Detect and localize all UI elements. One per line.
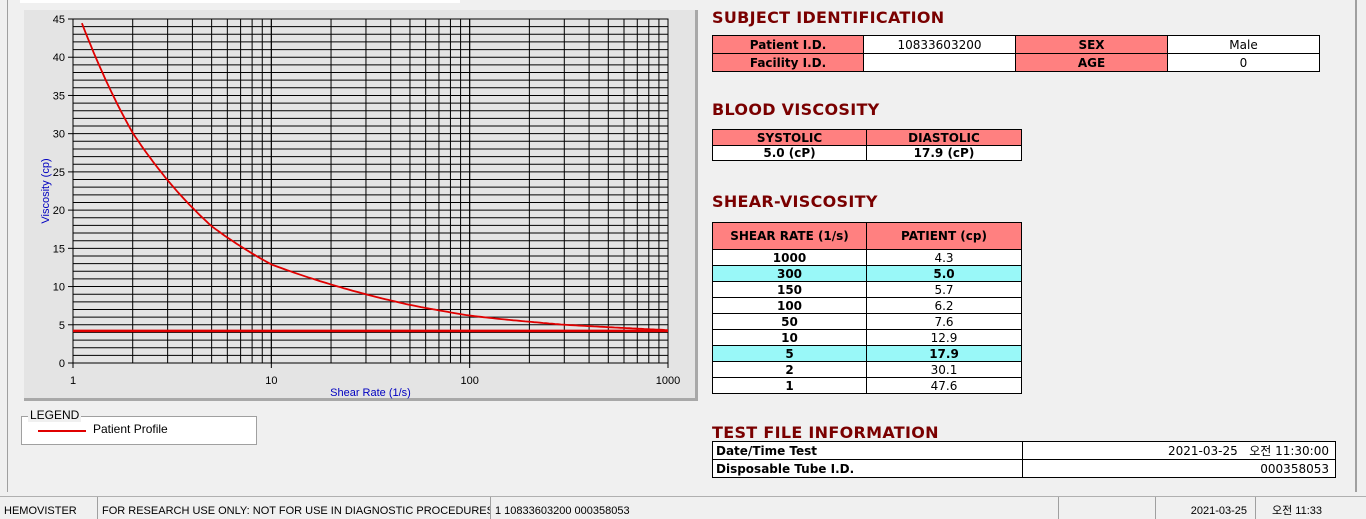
chart-panel: 0 5 10 15 20 25 30 35 40 45 1 10 100 1000 Shear Rate (… [24, 10, 698, 401]
legend-label: Patient Profile [93, 422, 168, 436]
shear-row: 100 6.2 [712, 297, 1022, 314]
patient-profile-series [81, 22, 669, 331]
top-strip [20, 0, 460, 3]
blood-viscosity-table: SYSTOLIC DIASTOLIC 5.0 (cP) 17.9 (cP) [712, 129, 1022, 161]
shear-row: 50 7.6 [712, 313, 1022, 330]
facility-id-value [863, 53, 1016, 72]
shear-rate-cell: 150 [712, 281, 867, 298]
status-bar: HEMOVISTER FOR RESEARCH USE ONLY: NOT FO… [0, 496, 1366, 519]
legend-swatch [38, 430, 86, 432]
shear-row: 1000 4.3 [712, 249, 1022, 266]
age-value: 0 [1167, 53, 1320, 72]
subject-title: SUBJECT IDENTIFICATION [712, 8, 945, 27]
shear-rate-cell: 100 [712, 297, 867, 314]
left-border [7, 0, 8, 492]
plot-frame [72, 18, 669, 364]
shear-row: 150 5.7 [712, 281, 1022, 298]
test-file-title: TEST FILE INFORMATION [712, 423, 939, 442]
shear-rate-cell: 1 [712, 377, 867, 394]
diastolic-value: 17.9 (cP) [866, 145, 1022, 161]
shear-rate-cell: 5 [712, 345, 867, 362]
y-tick-label: 5 [59, 320, 65, 332]
y-tick-label: 15 [53, 243, 65, 255]
patient-cell: 7.6 [866, 313, 1022, 330]
shear-row: 2 30.1 [712, 361, 1022, 378]
tube-id-label: Disposable Tube I.D. [712, 459, 1023, 478]
status-notice: FOR RESEARCH USE ONLY: NOT FOR USE IN DI… [97, 497, 490, 519]
y-tick-label: 20 [53, 205, 65, 217]
patient-id-label: Patient I.D. [712, 35, 864, 54]
shear-rate-cell: 1000 [712, 249, 867, 266]
status-app: HEMOVISTER [4, 505, 77, 517]
patient-cell: 12.9 [866, 329, 1022, 346]
right-border [1355, 0, 1357, 492]
date-time-label: Date/Time Test [712, 441, 1023, 460]
status-blank [1058, 497, 1155, 519]
y-tick-label: 10 [53, 282, 65, 294]
tube-id-value: 000358053 [1022, 459, 1336, 478]
patient-cell: 5.0 [866, 265, 1022, 282]
status-record: 1 10833603200 000358053 [490, 497, 1058, 519]
shear-row: 5 17.9 [712, 345, 1022, 362]
shear-viscosity-table: SHEAR RATE (1/s) PATIENT (cp) 1000 4.3 300 5… [712, 222, 1022, 394]
shear-viscosity-title: SHEAR-VISCOSITY [712, 192, 878, 211]
shear-row: 1 47.6 [712, 377, 1022, 394]
x-tick-label: 100 [460, 375, 478, 387]
subject-table: Patient I.D. 10833603200 SEX Male Facility … [712, 35, 1320, 72]
patient-cell: 17.9 [866, 345, 1022, 362]
systolic-label: SYSTOLIC [712, 129, 867, 146]
shear-rate-header: SHEAR RATE (1/s) [712, 222, 867, 250]
shear-rate-cell: 50 [712, 313, 867, 330]
patient-header: PATIENT (cp) [866, 222, 1022, 250]
patient-cell: 47.6 [866, 377, 1022, 394]
patient-cell: 5.7 [866, 281, 1022, 298]
patient-cell: 6.2 [866, 297, 1022, 314]
shear-rate-cell: 10 [712, 329, 867, 346]
test-file-table: Date/Time Test 2021-03-25 오전 11:30:00 Dis… [712, 441, 1336, 478]
blood-viscosity-title: BLOOD VISCOSITY [712, 100, 880, 119]
status-time: 오전 11:33 [1255, 497, 1366, 519]
viscosity-chart: 0 5 10 15 20 25 30 35 40 45 1 10 100 1000 Shear Rate (… [40, 14, 680, 399]
legend-title: LEGEND [28, 408, 82, 422]
patient-cell: 4.3 [866, 249, 1022, 266]
y-tick-label: 30 [53, 129, 65, 141]
age-label: AGE [1015, 53, 1168, 72]
y-tick-label: 40 [53, 52, 65, 64]
y-axis-label: Viscosity (cp) [40, 158, 52, 223]
x-axis-label: Shear Rate (1/s) [330, 387, 411, 399]
shear-row: 10 12.9 [712, 329, 1022, 346]
facility-id-label: Facility I.D. [712, 53, 864, 72]
status-date: 2021-03-25 [1155, 497, 1255, 519]
patient-cell: 30.1 [866, 361, 1022, 378]
systolic-value: 5.0 (cP) [712, 145, 867, 161]
y-tick-label: 25 [53, 167, 65, 179]
sex-value: Male [1167, 35, 1320, 54]
patient-id-value: 10833603200 [863, 35, 1016, 54]
diastolic-label: DIASTOLIC [866, 129, 1022, 146]
sex-label: SEX [1015, 35, 1168, 54]
y-tick-label: 35 [53, 90, 65, 102]
shear-row: 300 5.0 [712, 265, 1022, 282]
date-time-value: 2021-03-25 오전 11:30:00 [1022, 441, 1336, 460]
y-tick-label: 0 [59, 358, 65, 370]
x-tick-label: 1000 [656, 375, 680, 387]
shear-rate-cell: 2 [712, 361, 867, 378]
shear-rate-cell: 300 [712, 265, 867, 282]
y-tick-label: 45 [53, 14, 65, 26]
x-tick-label: 1 [70, 375, 76, 387]
x-tick-label: 10 [265, 375, 277, 387]
